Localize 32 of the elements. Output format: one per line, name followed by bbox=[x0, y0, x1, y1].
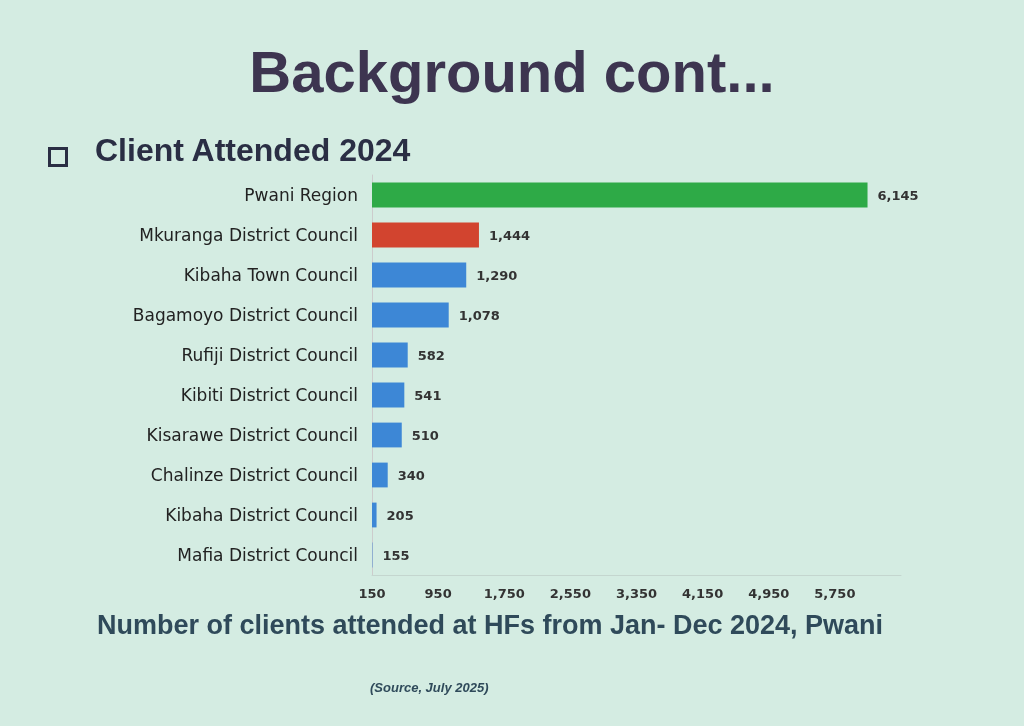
data-label: 1,290 bbox=[476, 267, 518, 283]
data-label: 205 bbox=[386, 507, 414, 523]
x-axis-title: Number of clients attended at HFs from Jan- Dec 2024, Pwani bbox=[95, 610, 885, 641]
x-tick-label: 4,150 bbox=[682, 586, 724, 601]
x-tick-label: 150 bbox=[358, 586, 386, 601]
data-label: 582 bbox=[417, 347, 445, 363]
y-tick-label: Kisarawe District Council bbox=[146, 425, 358, 445]
data-label: 340 bbox=[397, 467, 425, 483]
data-label: 6,145 bbox=[877, 187, 919, 203]
x-tick-label: 950 bbox=[424, 586, 452, 601]
y-tick-label: Mafia District Council bbox=[177, 545, 358, 565]
text: (Source, July 2025) bbox=[370, 680, 489, 695]
y-tick-label: Rufiji District Council bbox=[181, 345, 358, 365]
chart-subtitle: Client Attended 2024 bbox=[95, 132, 411, 169]
y-tick-label: Bagamoyo District Council bbox=[132, 305, 358, 325]
data-label: 510 bbox=[411, 427, 439, 443]
y-tick-label: Chalinze District Council bbox=[150, 465, 358, 485]
data-label: 1,444 bbox=[488, 227, 531, 243]
y-tick-label: Kibiti District Council bbox=[180, 385, 358, 405]
x-tick-label: 3,350 bbox=[615, 586, 658, 601]
y-tick-label: Kibaha District Council bbox=[165, 505, 358, 525]
x-tick-label: 1,750 bbox=[483, 586, 525, 601]
data-label: 1,078 bbox=[458, 307, 500, 323]
y-tick-label: Mkuranga District Council bbox=[139, 225, 358, 245]
data-label: 541 bbox=[414, 387, 442, 403]
x-tick-label: 5,750 bbox=[814, 586, 856, 601]
y-tick-label: Pwani Region bbox=[244, 185, 358, 205]
y-tick-label: Kibaha Town Council bbox=[183, 265, 358, 285]
chart-title: Background cont... bbox=[248, 38, 776, 105]
x-tick-label: 2,550 bbox=[549, 586, 591, 601]
data-label: 155 bbox=[382, 547, 410, 563]
x-tick-label: 4,950 bbox=[748, 586, 790, 601]
